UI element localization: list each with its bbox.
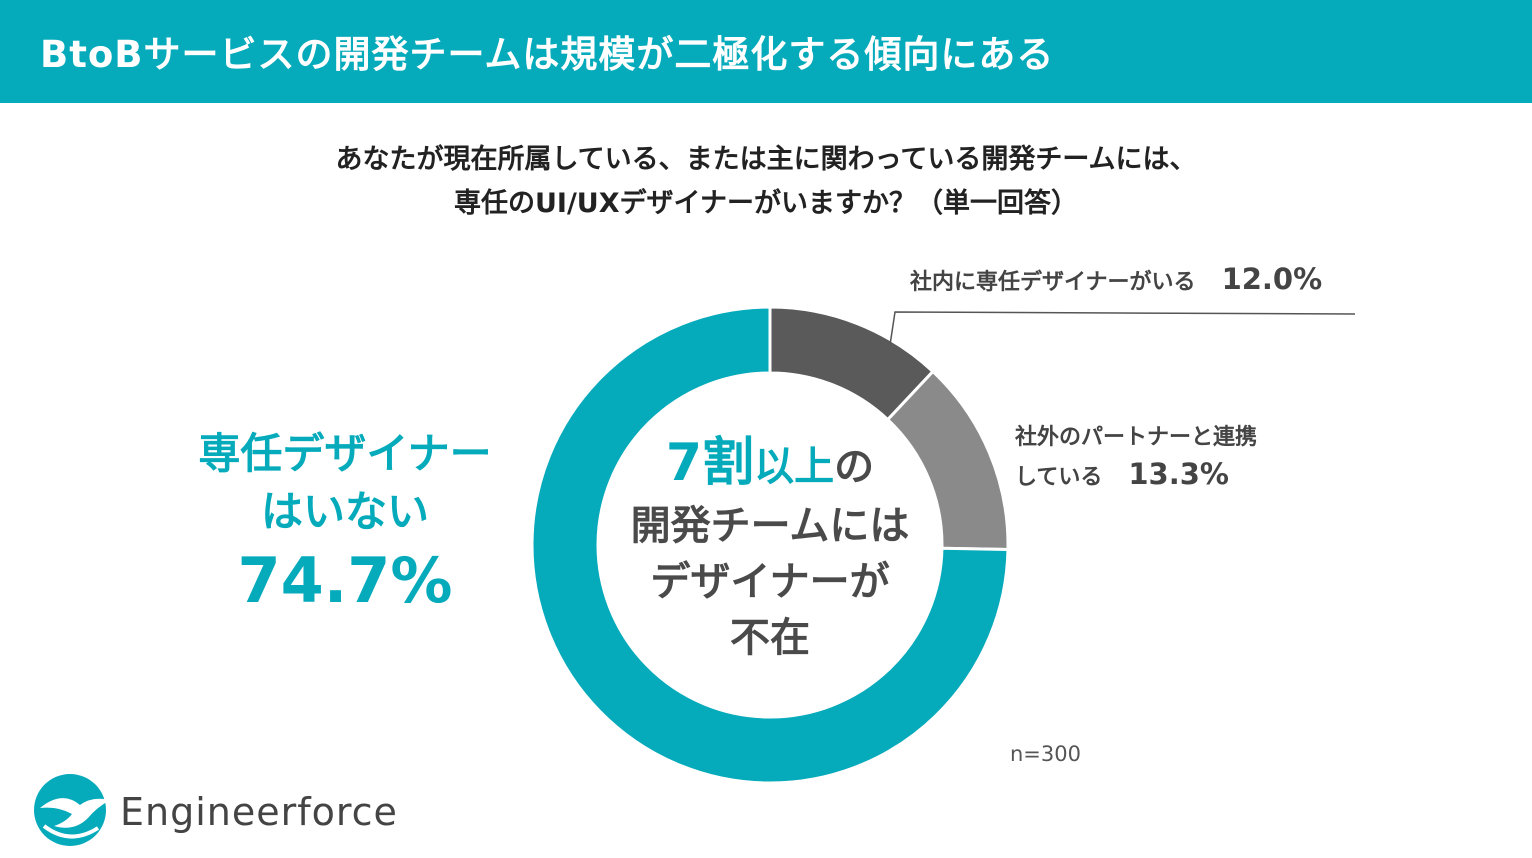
callout-in-house-value: 12.0% <box>1221 262 1323 296</box>
title-banner: BtoBサービスの開発チームは規模が二極化する傾向にある <box>0 0 1532 103</box>
callout-leader-line <box>889 311 1356 346</box>
no-designer-label-line-1: 専任デザイナー <box>198 429 492 478</box>
slice-no-designer <box>530 305 1010 785</box>
callout-partner: 社外のパートナーと連携 している 13.3% <box>1015 420 1257 497</box>
center-line-1: 7割以上の <box>570 432 970 498</box>
survey-question: あなたが現在所属している、または主に関わっている開発チームには、 専任のUI/U… <box>0 138 1532 226</box>
center-line-2: 開発チームには <box>630 503 910 549</box>
callout-partner-label-line-1: 社外のパートナーと連携 <box>1015 425 1258 450</box>
engineerforce-logo-icon <box>34 774 110 846</box>
page-title: BtoBサービスの開発チームは規模が二極化する傾向にある <box>40 33 1055 76</box>
logo-wordmark: Engineerforce <box>120 790 398 834</box>
center-accent-number: 7割 <box>665 433 755 493</box>
callout-partner-label-line-2: している <box>1015 465 1103 490</box>
callout-partner-value: 13.3% <box>1128 457 1229 491</box>
question-line-1: あなたが現在所属している、または主に関わっている開発チームには、 <box>335 144 1197 175</box>
question-line-2: 専任のUI/UXデザイナーがいますか？（単一回答） <box>453 188 1079 219</box>
callout-in-house-label: 社内に専任デザイナーがいる <box>910 270 1196 295</box>
center-line-3: デザイナーが <box>650 559 890 605</box>
donut-slices <box>530 305 1010 785</box>
center-line-4: 不在 <box>730 615 810 661</box>
center-accent-word: 以上 <box>754 444 835 490</box>
donut-center-message: 7割以上の 開発チームには デザイナーが 不在 <box>570 432 970 666</box>
callout-in-house: 社内に専任デザイナーがいる 12.0% <box>910 262 1322 296</box>
center-accent-tail: の <box>834 444 875 490</box>
no-designer-highlight: 専任デザイナー はいない 74.7% <box>150 425 540 621</box>
sample-size-note: n=300 <box>1010 742 1081 766</box>
no-designer-label-line-2: はいない <box>260 487 429 536</box>
no-designer-percent: 74.7% <box>237 544 453 617</box>
